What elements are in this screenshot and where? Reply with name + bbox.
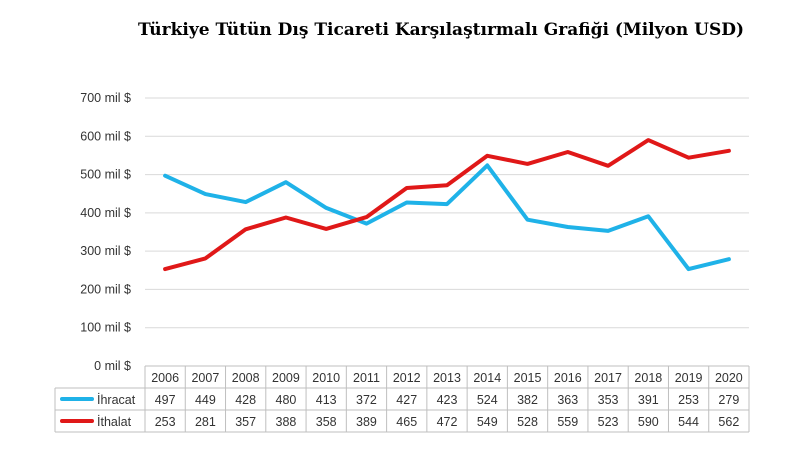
data-label: 363 xyxy=(557,393,578,407)
data-label: 562 xyxy=(718,415,739,429)
data-label: 428 xyxy=(235,393,256,407)
data-label: 423 xyxy=(437,393,458,407)
data-label: 358 xyxy=(316,415,337,429)
x-tick-label: 2016 xyxy=(554,371,582,385)
data-label: 388 xyxy=(276,415,297,429)
data-label: 253 xyxy=(678,393,699,407)
y-tick-label: 600 mil $ xyxy=(80,129,131,143)
data-label: 549 xyxy=(477,415,498,429)
data-label: 472 xyxy=(437,415,458,429)
data-label: 590 xyxy=(638,415,659,429)
legend-label: İthalat xyxy=(97,415,132,429)
x-tick-label: 2006 xyxy=(151,371,179,385)
chart-title: Türkiye Tütün Dış Ticareti Karşılaştırma… xyxy=(138,20,744,40)
y-tick-label: 500 mil $ xyxy=(80,168,131,182)
data-label: 253 xyxy=(155,415,176,429)
data-label: 391 xyxy=(638,393,659,407)
x-tick-label: 2017 xyxy=(594,371,622,385)
x-tick-label: 2011 xyxy=(353,371,380,385)
data-table: 2006 2007 2008 2009 2010 2011 2012 2013 2014 2015… xyxy=(54,365,750,433)
x-tick-label: 2015 xyxy=(514,371,542,385)
data-label: 357 xyxy=(235,415,256,429)
x-tick-label: 2007 xyxy=(191,371,219,385)
data-label: 389 xyxy=(356,415,377,429)
data-label: 480 xyxy=(276,393,297,407)
y-tick-label: 700 mil $ xyxy=(80,91,131,105)
x-tick-label: 2008 xyxy=(232,371,260,385)
x-tick-label: 2013 xyxy=(433,371,461,385)
data-label: 523 xyxy=(598,415,619,429)
data-label: 528 xyxy=(517,415,538,429)
series-line xyxy=(163,138,731,272)
data-label: 382 xyxy=(517,393,538,407)
series-line xyxy=(163,163,731,272)
y-tick-label: 0 mil $ xyxy=(94,359,131,373)
x-tick-label: 2014 xyxy=(473,371,501,385)
data-label: 465 xyxy=(396,415,417,429)
x-tick-label: 2010 xyxy=(312,371,340,385)
data-label: 372 xyxy=(356,393,377,407)
data-label: 279 xyxy=(718,393,739,407)
y-axis-tick-labels: 0 mil $ 100 mil $ 200 mil $ 300 mil $ 400 mi… xyxy=(80,91,131,373)
data-label: 413 xyxy=(316,393,337,407)
data-label: 353 xyxy=(598,393,619,407)
data-label: 427 xyxy=(396,393,417,407)
y-tick-label: 300 mil $ xyxy=(80,244,131,258)
x-tick-label: 2009 xyxy=(272,371,300,385)
data-label: 559 xyxy=(557,415,578,429)
series-lines xyxy=(163,138,731,272)
gridlines xyxy=(145,97,749,329)
x-tick-label: 2012 xyxy=(393,371,421,385)
data-label: 281 xyxy=(195,415,216,429)
x-tick-label: 2019 xyxy=(675,371,703,385)
data-label: 524 xyxy=(477,393,498,407)
x-tick-label: 2020 xyxy=(715,371,743,385)
x-tick-label: 2018 xyxy=(634,371,662,385)
data-label: 497 xyxy=(155,393,176,407)
data-label: 544 xyxy=(678,415,699,429)
y-tick-label: 400 mil $ xyxy=(80,206,131,220)
y-tick-label: 100 mil $ xyxy=(80,321,131,335)
legend-label: İhracat xyxy=(97,393,136,407)
data-label: 449 xyxy=(195,393,216,407)
y-tick-label: 200 mil $ xyxy=(80,282,131,296)
